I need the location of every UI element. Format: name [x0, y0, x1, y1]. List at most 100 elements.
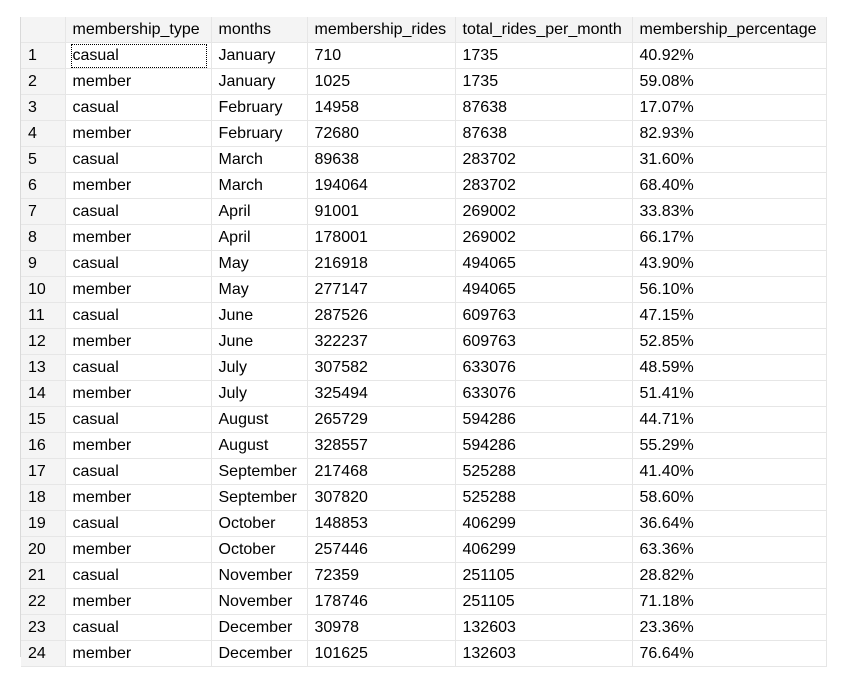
cell-total-rides-per-month[interactable]: 1735	[455, 42, 633, 69]
cell-membership-percentage[interactable]: 66.17%	[632, 224, 827, 251]
cell-membership-percentage[interactable]: 59.08%	[632, 68, 827, 95]
row-number[interactable]: 22	[21, 588, 66, 615]
cell-total-rides-per-month[interactable]: 406299	[455, 510, 633, 537]
cell-total-rides-per-month[interactable]: 494065	[455, 250, 633, 277]
cell-months[interactable]: April	[211, 224, 308, 251]
column-header-membership-rides[interactable]: membership_rides	[307, 17, 456, 43]
cell-membership-type[interactable]: member	[65, 328, 212, 355]
cell-membership-percentage[interactable]: 43.90%	[632, 250, 827, 277]
row-number[interactable]: 17	[21, 458, 66, 485]
table-row[interactable]: 1 casual January 710 1735 40.92%	[21, 42, 827, 69]
cell-months[interactable]: October	[211, 536, 308, 563]
cell-months[interactable]: September	[211, 484, 308, 511]
cell-membership-type[interactable]: casual	[65, 458, 212, 485]
table-row[interactable]: 9 casual May 216918 494065 43.90%	[21, 250, 827, 277]
cell-membership-percentage[interactable]: 47.15%	[632, 302, 827, 329]
table-row[interactable]: 3 casual February 14958 87638 17.07%	[21, 94, 827, 121]
cell-months[interactable]: August	[211, 432, 308, 459]
cell-membership-type[interactable]: casual	[65, 198, 212, 225]
cell-membership-type[interactable]: casual	[65, 614, 212, 641]
cell-membership-type[interactable]: casual	[65, 510, 212, 537]
cell-membership-rides[interactable]: 148853	[307, 510, 456, 537]
cell-membership-rides[interactable]: 257446	[307, 536, 456, 563]
cell-membership-rides[interactable]: 325494	[307, 380, 456, 407]
table-row[interactable]: 8 member April 178001 269002 66.17%	[21, 224, 827, 251]
cell-total-rides-per-month[interactable]: 283702	[455, 146, 633, 173]
cell-membership-percentage[interactable]: 48.59%	[632, 354, 827, 381]
cell-membership-type[interactable]: casual	[65, 354, 212, 381]
row-number[interactable]: 13	[21, 354, 66, 381]
cell-membership-type[interactable]: casual	[65, 406, 212, 433]
cell-membership-rides[interactable]: 72680	[307, 120, 456, 147]
cell-total-rides-per-month[interactable]: 283702	[455, 172, 633, 199]
cell-months[interactable]: November	[211, 588, 308, 615]
table-row[interactable]: 14 member July 325494 633076 51.41%	[21, 380, 827, 407]
cell-membership-type[interactable]: member	[65, 536, 212, 563]
cell-membership-type[interactable]: casual	[65, 562, 212, 589]
cell-total-rides-per-month[interactable]: 269002	[455, 224, 633, 251]
table-row[interactable]: 17 casual September 217468 525288 41.40%	[21, 458, 827, 485]
cell-months[interactable]: October	[211, 510, 308, 537]
table-row[interactable]: 22 member November 178746 251105 71.18%	[21, 588, 827, 615]
cell-total-rides-per-month[interactable]: 609763	[455, 328, 633, 355]
table-row[interactable]: 10 member May 277147 494065 56.10%	[21, 276, 827, 303]
cell-membership-rides[interactable]: 307582	[307, 354, 456, 381]
cell-months[interactable]: April	[211, 198, 308, 225]
row-number[interactable]: 18	[21, 484, 66, 511]
row-number[interactable]: 20	[21, 536, 66, 563]
cell-membership-type[interactable]: member	[65, 276, 212, 303]
cell-months[interactable]: February	[211, 120, 308, 147]
cell-total-rides-per-month[interactable]: 494065	[455, 276, 633, 303]
cell-total-rides-per-month[interactable]: 633076	[455, 380, 633, 407]
row-number[interactable]: 3	[21, 94, 66, 121]
row-number[interactable]: 19	[21, 510, 66, 537]
cell-membership-rides[interactable]: 322237	[307, 328, 456, 355]
cell-membership-rides[interactable]: 178001	[307, 224, 456, 251]
table-row[interactable]: 15 casual August 265729 594286 44.71%	[21, 406, 827, 433]
row-number[interactable]: 21	[21, 562, 66, 589]
results-grid[interactable]: membership_type months membership_rides …	[21, 17, 827, 667]
cell-membership-type[interactable]: casual	[65, 42, 212, 69]
cell-months[interactable]: September	[211, 458, 308, 485]
row-number[interactable]: 10	[21, 276, 66, 303]
cell-membership-percentage[interactable]: 33.83%	[632, 198, 827, 225]
cell-membership-percentage[interactable]: 36.64%	[632, 510, 827, 537]
cell-membership-rides[interactable]: 101625	[307, 640, 456, 667]
cell-total-rides-per-month[interactable]: 251105	[455, 588, 633, 615]
cell-total-rides-per-month[interactable]: 594286	[455, 432, 633, 459]
cell-membership-type[interactable]: casual	[65, 146, 212, 173]
table-row[interactable]: 20 member October 257446 406299 63.36%	[21, 536, 827, 563]
row-number[interactable]: 14	[21, 380, 66, 407]
cell-total-rides-per-month[interactable]: 1735	[455, 68, 633, 95]
cell-membership-rides[interactable]: 30978	[307, 614, 456, 641]
cell-membership-percentage[interactable]: 68.40%	[632, 172, 827, 199]
cell-membership-type[interactable]: member	[65, 640, 212, 667]
corner-select-all[interactable]	[21, 17, 66, 43]
row-number[interactable]: 2	[21, 68, 66, 95]
cell-membership-percentage[interactable]: 40.92%	[632, 42, 827, 69]
cell-months[interactable]: May	[211, 250, 308, 277]
cell-membership-rides[interactable]: 89638	[307, 146, 456, 173]
cell-membership-rides[interactable]: 287526	[307, 302, 456, 329]
cell-membership-type[interactable]: member	[65, 432, 212, 459]
cell-months[interactable]: December	[211, 614, 308, 641]
table-row[interactable]: 5 casual March 89638 283702 31.60%	[21, 146, 827, 173]
column-header-total-rides-per-month[interactable]: total_rides_per_month	[455, 17, 633, 43]
row-number[interactable]: 8	[21, 224, 66, 251]
cell-months[interactable]: December	[211, 640, 308, 667]
cell-months[interactable]: November	[211, 562, 308, 589]
cell-months[interactable]: January	[211, 68, 308, 95]
table-row[interactable]: 13 casual July 307582 633076 48.59%	[21, 354, 827, 381]
cell-membership-rides[interactable]: 14958	[307, 94, 456, 121]
cell-membership-rides[interactable]: 1025	[307, 68, 456, 95]
cell-total-rides-per-month[interactable]: 594286	[455, 406, 633, 433]
cell-total-rides-per-month[interactable]: 87638	[455, 120, 633, 147]
cell-total-rides-per-month[interactable]: 251105	[455, 562, 633, 589]
cell-membership-rides[interactable]: 72359	[307, 562, 456, 589]
table-row[interactable]: 6 member March 194064 283702 68.40%	[21, 172, 827, 199]
column-header-membership-percentage[interactable]: membership_percentage	[632, 17, 827, 43]
cell-membership-type[interactable]: casual	[65, 94, 212, 121]
cell-membership-type[interactable]: member	[65, 172, 212, 199]
table-row[interactable]: 18 member September 307820 525288 58.60%	[21, 484, 827, 511]
cell-total-rides-per-month[interactable]: 525288	[455, 484, 633, 511]
